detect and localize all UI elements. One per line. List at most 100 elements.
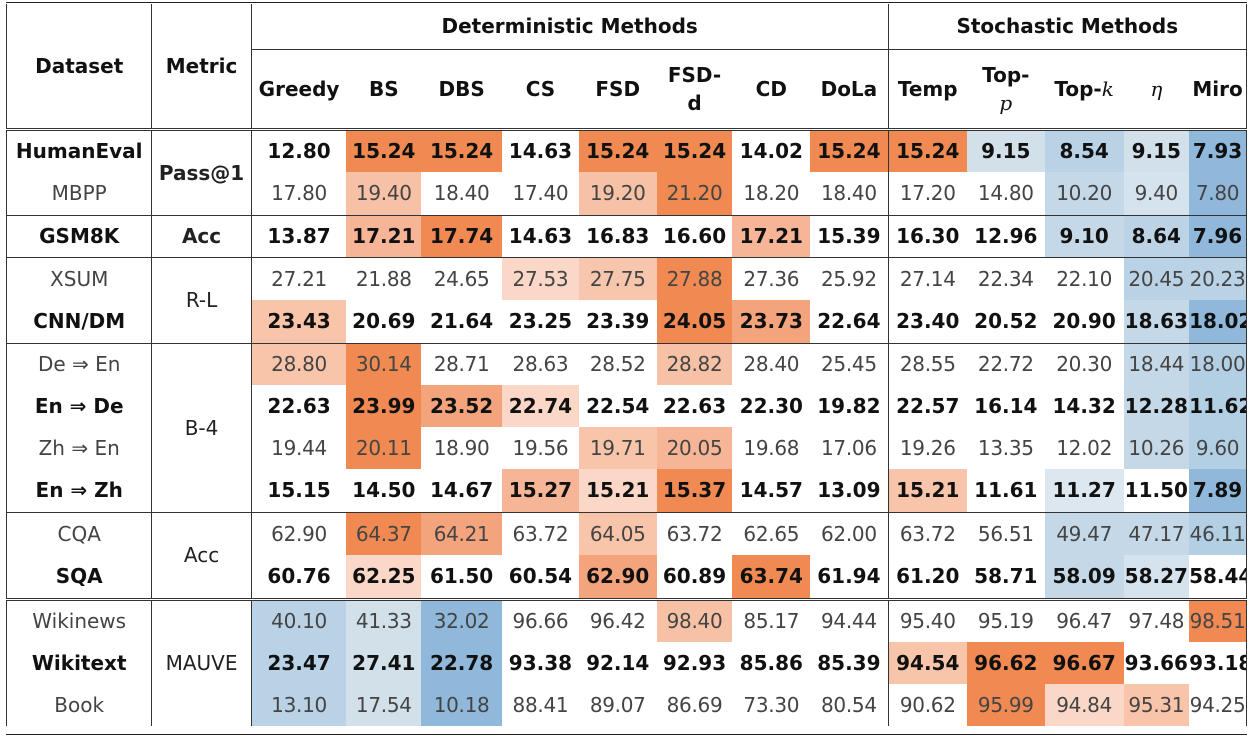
dataset-cell: Book [5, 684, 153, 726]
value-cell: 64.37 [346, 511, 422, 555]
value-cell: 30.14 [346, 342, 422, 385]
value-cell: 20.69 [346, 300, 422, 343]
metric-cell: B-4 [151, 342, 252, 512]
value-cell: 10.26 [1123, 427, 1190, 469]
value-cell: 93.38 [502, 642, 579, 684]
value-cell: 9.40 [1123, 172, 1190, 215]
value-cell: 19.82 [810, 385, 889, 427]
value-cell: 7.93 [1189, 127, 1248, 172]
value-cell: 20.11 [346, 427, 422, 469]
value-cell: 63.72 [656, 511, 733, 555]
value-cell: 85.86 [732, 642, 811, 684]
value-cell: 27.75 [578, 256, 657, 300]
header-stochastic-methods: Stochastic Methods [888, 4, 1248, 50]
value-cell: 62.25 [346, 555, 422, 599]
value-cell: 60.54 [502, 555, 579, 599]
value-cell: 93.18 [1189, 642, 1248, 684]
value-cell: 25.45 [810, 342, 889, 385]
value-cell: 20.45 [1123, 256, 1190, 300]
value-cell: 17.20 [888, 172, 967, 215]
dataset-cell: CNN/DM [5, 300, 153, 343]
value-cell: 32.02 [421, 597, 503, 642]
value-cell: 62.90 [251, 511, 347, 555]
metric-cell: Acc [151, 511, 252, 599]
value-cell: 12.96 [966, 214, 1045, 257]
value-cell: 49.47 [1044, 511, 1124, 555]
value-cell: 94.54 [888, 642, 967, 684]
value-cell: 97.48 [1123, 597, 1190, 642]
value-cell: 20.90 [1044, 300, 1124, 343]
value-cell: 15.21 [888, 469, 967, 512]
value-cell: 14.63 [502, 127, 579, 172]
value-cell: 22.57 [888, 385, 967, 427]
value-cell: 95.99 [966, 684, 1045, 726]
value-cell: 28.80 [251, 342, 347, 385]
value-cell: 22.54 [578, 385, 657, 427]
value-cell: 85.17 [732, 597, 811, 642]
value-cell: 16.30 [888, 214, 967, 257]
value-cell: 28.55 [888, 342, 967, 385]
method-label-prefix: Top- [1054, 76, 1102, 101]
value-cell: 22.30 [732, 385, 811, 427]
value-cell: 15.15 [251, 469, 347, 512]
value-cell: 95.31 [1123, 684, 1190, 726]
header-dataset: Dataset [5, 4, 153, 130]
value-cell: 27.21 [251, 256, 347, 300]
table-bottom-rule [6, 734, 1247, 735]
value-cell: 15.21 [578, 469, 657, 512]
value-cell: 28.40 [732, 342, 811, 385]
table-row: Zh ⇒ En 19.44 20.11 18.90 19.56 19.71 20.05 19.… [5, 427, 1248, 469]
value-cell: 12.02 [1044, 427, 1124, 469]
value-cell: 15.24 [656, 127, 733, 172]
value-cell: 14.57 [732, 469, 811, 512]
header-method: DoLa [810, 49, 889, 130]
value-cell: 98.51 [1189, 597, 1248, 642]
value-cell: 96.42 [578, 597, 657, 642]
value-cell: 22.63 [656, 385, 733, 427]
table-row: En ⇒ De 22.63 23.99 23.52 22.74 22.54 22.63 22.… [5, 385, 1248, 427]
value-cell: 21.20 [656, 172, 733, 215]
value-cell: 20.23 [1189, 256, 1248, 300]
value-cell: 22.74 [502, 385, 579, 427]
results-table-wrapper: Dataset Metric Deterministic Methods Sto… [5, 4, 1248, 726]
value-cell: 96.67 [1044, 642, 1124, 684]
header-deterministic-methods: Deterministic Methods [251, 4, 889, 50]
method-label-symbol: p [999, 90, 1013, 115]
table-row: Book 13.10 17.54 10.18 88.41 89.07 86.69 73.30 8… [5, 684, 1248, 726]
value-cell: 24.65 [421, 256, 503, 300]
value-cell: 23.47 [251, 642, 347, 684]
value-cell: 28.52 [578, 342, 657, 385]
value-cell: 12.80 [251, 127, 347, 172]
value-cell: 64.05 [578, 511, 657, 555]
dataset-cell: XSUM [5, 256, 153, 300]
dataset-cell: En ⇒ De [5, 385, 153, 427]
value-cell: 13.87 [251, 214, 347, 257]
table-top-rule [6, 2, 1247, 3]
method-label-symbol: k [1101, 76, 1114, 101]
value-cell: 94.84 [1044, 684, 1124, 726]
value-cell: 80.54 [810, 684, 889, 726]
value-cell: 19.56 [502, 427, 579, 469]
metric-cell: Pass@1 [151, 127, 252, 215]
header-method: η [1123, 49, 1190, 130]
value-cell: 11.61 [966, 469, 1045, 512]
value-cell: 12.28 [1123, 385, 1190, 427]
value-cell: 7.96 [1189, 214, 1248, 257]
value-cell: 16.60 [656, 214, 733, 257]
dataset-cell: Zh ⇒ En [5, 427, 153, 469]
value-cell: 10.18 [421, 684, 503, 726]
value-cell: 60.89 [656, 555, 733, 599]
value-cell: 23.39 [578, 300, 657, 343]
value-cell: 22.63 [251, 385, 347, 427]
value-cell: 18.44 [1123, 342, 1190, 385]
value-cell: 58.44 [1189, 555, 1248, 599]
value-cell: 27.36 [732, 256, 811, 300]
value-cell: 14.63 [502, 214, 579, 257]
header-method: CS [502, 49, 579, 130]
value-cell: 19.44 [251, 427, 347, 469]
metric-cell: MAUVE [151, 597, 252, 726]
value-cell: 18.90 [421, 427, 503, 469]
value-cell: 56.51 [966, 511, 1045, 555]
value-cell: 17.80 [251, 172, 347, 215]
value-cell: 63.74 [732, 555, 811, 599]
